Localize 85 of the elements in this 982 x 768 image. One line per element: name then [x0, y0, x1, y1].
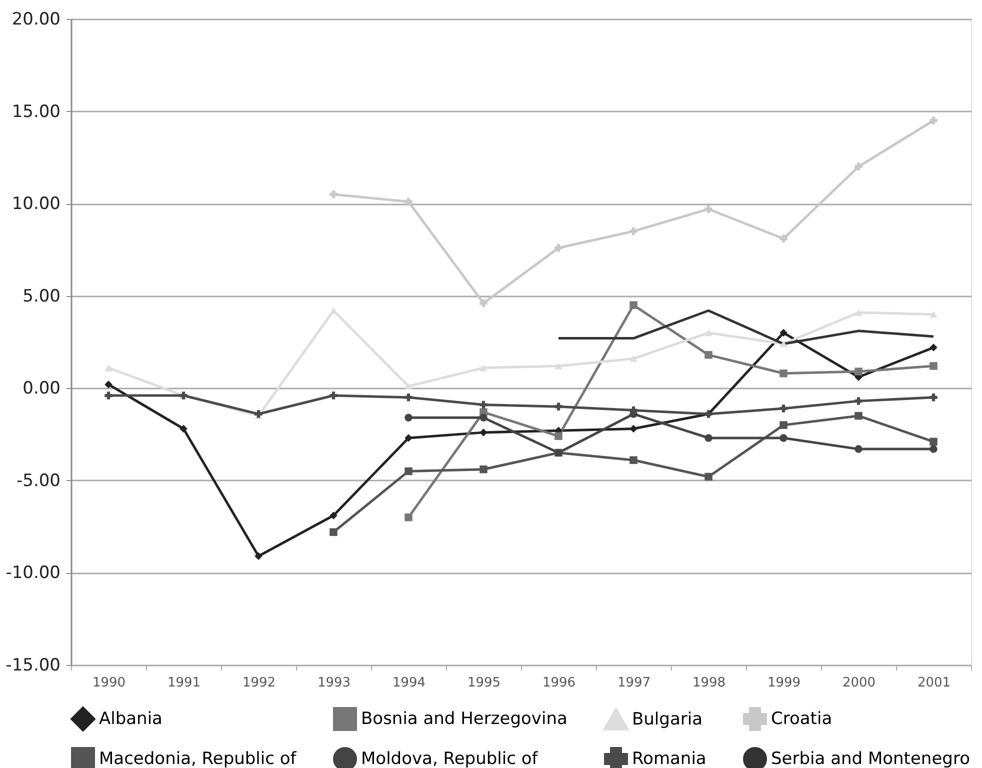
point [554, 402, 562, 410]
point [254, 552, 262, 560]
point [930, 362, 938, 370]
legend-label: Albania [99, 709, 162, 729]
point [630, 355, 638, 362]
point [780, 370, 788, 378]
point [630, 406, 638, 414]
point [630, 456, 638, 464]
x-tick-label: 1997 [617, 676, 651, 690]
point [480, 465, 488, 474]
point [854, 162, 862, 171]
y-tick-label: 20.00 [12, 10, 60, 30]
point [404, 414, 412, 422]
point [330, 392, 338, 400]
x-tick-label: 2000 [842, 676, 876, 690]
point [854, 309, 862, 316]
point [330, 190, 338, 198]
x-tick-label: 1995 [467, 676, 501, 690]
point [780, 434, 788, 442]
x-tick-label: 1993 [317, 676, 351, 690]
y-tick-label: 5.00 [22, 286, 60, 306]
point [104, 364, 112, 372]
point [480, 364, 488, 372]
legend-label: Bosnia and Herzegovina [361, 709, 568, 729]
y-tick-label: 0.00 [22, 378, 60, 399]
point [930, 310, 938, 318]
y-tick-label: -5.00 [16, 470, 60, 491]
legend-label: Moldova, Republic of [361, 749, 539, 768]
y-tick-label: 10.00 [12, 194, 60, 214]
point [704, 329, 712, 336]
point [404, 198, 412, 206]
point [930, 116, 938, 124]
point [930, 438, 938, 446]
x-tick-label: 2001 [917, 676, 951, 690]
point [704, 351, 712, 359]
point [930, 394, 938, 402]
point [704, 205, 712, 213]
point [404, 513, 412, 522]
point [104, 392, 112, 400]
point [630, 227, 638, 236]
point [930, 445, 938, 453]
point [704, 472, 712, 481]
point [104, 380, 112, 388]
point [330, 528, 338, 536]
point [554, 362, 562, 370]
point [404, 394, 412, 402]
legend-label: Croatia [771, 709, 832, 729]
point [404, 434, 412, 442]
point [630, 301, 638, 309]
point [780, 404, 788, 412]
point [780, 234, 788, 243]
point [180, 424, 188, 433]
point [854, 397, 862, 405]
x-tick-label: 1992 [242, 676, 276, 690]
x-tick-label: 1996 [542, 676, 576, 690]
x-tick-label: 1991 [167, 676, 201, 690]
point [854, 412, 862, 420]
x-tick-label: 1998 [692, 676, 726, 690]
x-tick-label: 1999 [767, 676, 801, 690]
legend-label: Macedonia, Republic of [99, 749, 298, 768]
point [480, 299, 488, 308]
point [780, 421, 788, 429]
y-tick-label: -15.00 [6, 656, 60, 676]
point [780, 340, 788, 348]
point [780, 328, 788, 337]
point [480, 428, 488, 436]
point [404, 382, 412, 390]
x-tick-label: 1994 [392, 676, 426, 690]
point [554, 244, 562, 252]
point [330, 512, 338, 520]
point [480, 414, 488, 422]
legend-label: Romania [632, 749, 706, 768]
point [854, 445, 862, 453]
point [930, 344, 938, 352]
x-tick-label: 1990 [92, 676, 126, 690]
point [704, 434, 712, 442]
legend-label: Serbia and Montenegro [771, 749, 970, 768]
point [554, 432, 562, 440]
point [404, 467, 412, 476]
point [854, 368, 862, 376]
y-tick-label: -10.00 [6, 563, 60, 584]
point [630, 424, 638, 433]
legend-label: Bulgaria [632, 710, 702, 730]
point [480, 400, 488, 409]
y-tick-label: 15.00 [12, 102, 60, 122]
